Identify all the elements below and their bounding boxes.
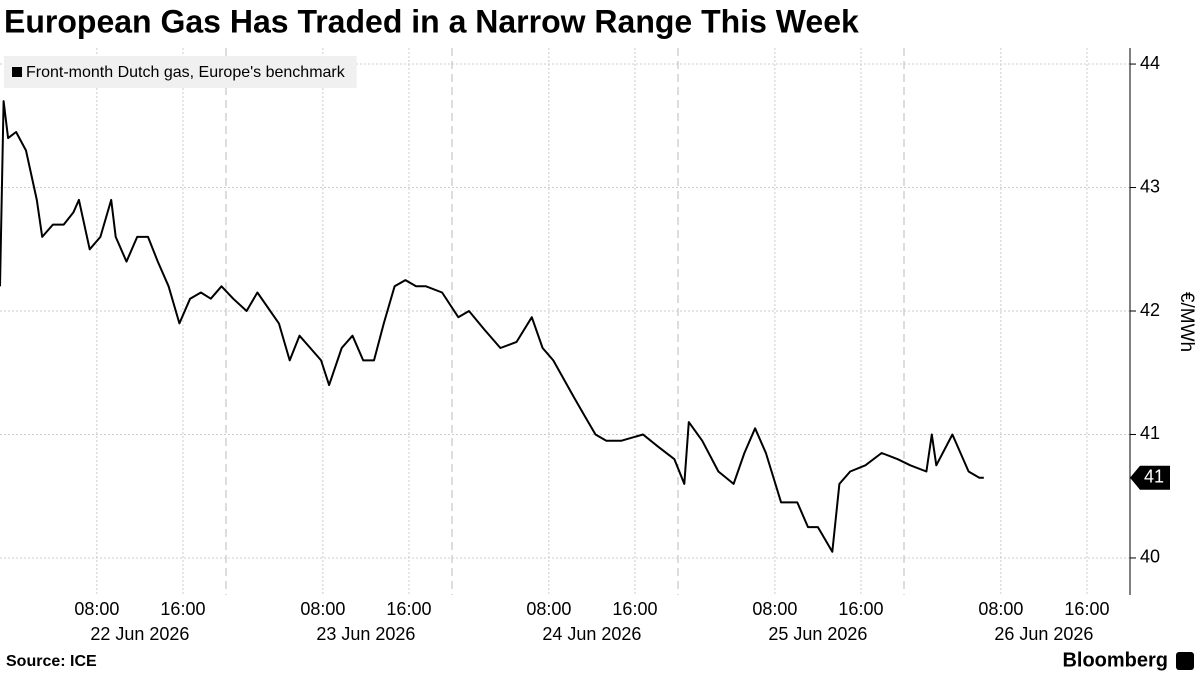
x-tick-label: 16:00 [1064,599,1109,619]
x-date-label: 23 Jun 2026 [316,624,415,644]
x-tick-label: 08:00 [74,599,119,619]
legend-box [4,56,357,88]
x-tick-label: 08:00 [300,599,345,619]
chart-title: European Gas Has Traded in a Narrow Rang… [4,3,859,39]
x-date-label: 24 Jun 2026 [542,624,641,644]
source: Source: ICE [6,653,97,670]
x-date-label: 25 Jun 2026 [768,624,867,644]
x-tick-label: 16:00 [838,599,883,619]
brand: Bloomberg [1062,649,1168,671]
y-tick-label: 44 [1140,53,1160,73]
x-tick-label: 16:00 [160,599,205,619]
last-value-tag [1130,465,1170,490]
line-series [0,100,984,553]
legend-swatch [12,67,22,77]
y-tick-label: 41 [1140,423,1160,443]
y-tick-label: 40 [1140,547,1160,567]
x-tick-label: 08:00 [526,599,571,619]
x-date-label: 22 Jun 2026 [90,624,189,644]
x-tick-label: 08:00 [978,599,1023,619]
legend-label: Front-month Dutch gas, Europe's benchmar… [26,64,346,81]
x-tick-label: 16:00 [386,599,431,619]
x-tick-label: 08:00 [752,599,797,619]
y-axis-label: €/MWh [1176,292,1197,352]
x-date-label: 26 Jun 2026 [994,624,1093,644]
y-tick-label: 42 [1140,300,1160,320]
brand-icon [1176,652,1194,670]
y-tick-label: 43 [1140,176,1160,196]
last-value-label: 41 [1144,466,1164,486]
x-tick-label: 16:00 [612,599,657,619]
